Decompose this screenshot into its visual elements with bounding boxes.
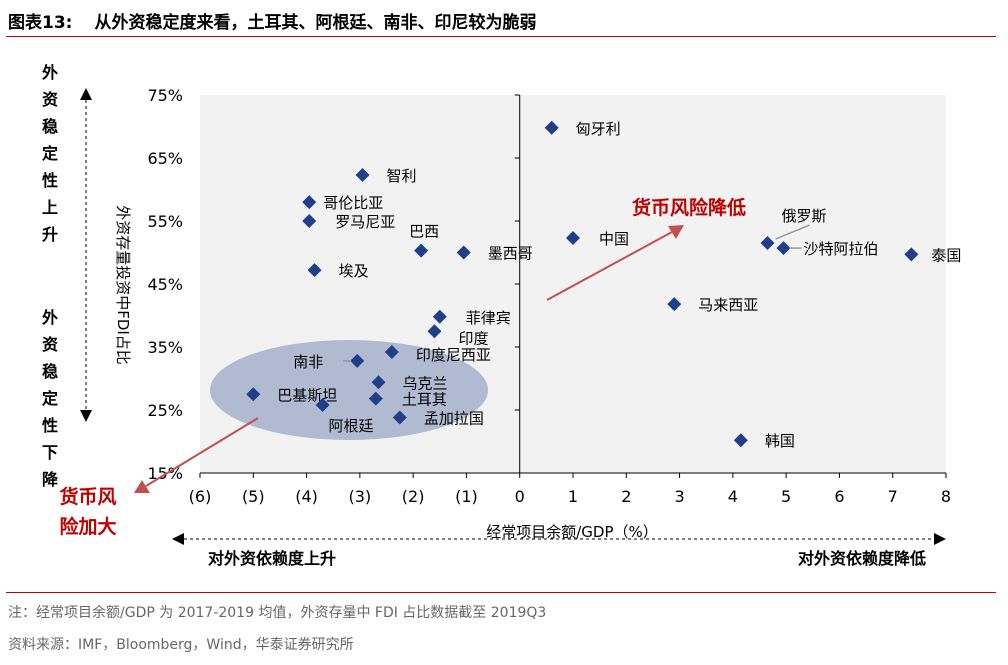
x-tick-label: (1) <box>455 487 478 506</box>
x-tick-label: (2) <box>402 487 425 506</box>
data-point-label: 韩国 <box>765 432 795 450</box>
data-point-label: 马来西亚 <box>698 296 758 314</box>
data-point-marker <box>904 247 919 262</box>
x-tick-label: 7 <box>888 487 898 506</box>
x-tick-label: 6 <box>834 487 844 506</box>
stability-up-label: 外资稳定性上升 <box>41 63 58 244</box>
data-point-label: 孟加拉国 <box>424 410 484 428</box>
data-point-label: 中国 <box>599 230 629 248</box>
data-point-label: 墨西哥 <box>488 245 533 263</box>
y-tick-label: 35% <box>147 338 183 357</box>
x-tick-label: 1 <box>568 487 578 506</box>
x-axis-title: 经常项目余额/GDP（%） <box>486 523 658 541</box>
y-tick-label: 45% <box>147 275 183 294</box>
x-tick-label: (6) <box>189 487 212 506</box>
data-point-marker <box>456 245 471 260</box>
x-tick-label: (3) <box>349 487 372 506</box>
data-point-label: 泰国 <box>931 246 961 264</box>
data-point-label: 哥伦比亚 <box>323 194 383 212</box>
stability-axis: 外资稳定性上升 外资稳定性下降 <box>41 63 92 489</box>
data-point-label: 巴西 <box>409 223 439 241</box>
data-point-marker <box>667 297 682 312</box>
data-point-marker <box>414 243 429 258</box>
data-point-label: 土耳其 <box>402 391 447 409</box>
data-point-label: 菲律宾 <box>466 309 511 327</box>
data-point-label: 智利 <box>387 167 417 185</box>
data-point-marker <box>384 345 399 360</box>
stability-down-label: 外资稳定性下降 <box>41 308 59 489</box>
data-point-marker <box>307 263 322 278</box>
data-point-marker <box>544 120 559 135</box>
data-point-label: 印度尼西亚 <box>416 346 491 364</box>
figure-title-text: 从外资稳定度来看，土耳其、阿根廷、南非、印尼较为脆弱 <box>94 13 537 33</box>
arrow-up-icon <box>80 88 92 100</box>
x-tick-label: 5 <box>781 487 791 506</box>
data-point-marker <box>371 375 386 390</box>
data-point-marker <box>355 168 370 183</box>
data-point-label: 埃及 <box>339 262 369 280</box>
x-tick-label: 2 <box>621 487 631 506</box>
risk-up-arrow <box>145 417 259 487</box>
y-axis-title: 外资存量投资中FDI占比 <box>114 205 132 365</box>
y-tick-label: 65% <box>147 149 183 168</box>
data-point-marker <box>302 214 317 228</box>
data-point-label: 印度 <box>458 329 488 347</box>
y-tick-label: 75% <box>147 86 183 105</box>
data-point-marker <box>368 391 383 406</box>
risk-up-label: 货币风险加大 <box>59 485 116 538</box>
data-point-marker <box>760 236 775 251</box>
x-tick-label: 4 <box>728 487 738 506</box>
data-point-label: 巴基斯坦 <box>277 386 337 404</box>
data-point-marker <box>350 353 365 368</box>
bottom-divider <box>6 592 996 593</box>
data-point-marker <box>566 231 580 246</box>
top-divider <box>6 36 996 37</box>
x-ticks: (6) (5) (4) (3) (2) (1) 0 1 2 3 4 5 6 7 8 <box>189 473 951 506</box>
data-point-marker <box>315 397 330 412</box>
risk-up-arrowhead-icon <box>134 480 150 493</box>
arrow-left-icon <box>172 533 184 545</box>
figure-number: 图表13: <box>8 13 73 33</box>
arrow-down-icon <box>80 410 92 422</box>
data-point-label: 罗马尼亚 <box>335 213 395 231</box>
x-tick-label: 0 <box>515 487 525 506</box>
figure-title: 图表13: 从外资稳定度来看，土耳其、阿根廷、南非、印尼较为脆弱 <box>8 8 536 33</box>
y-tick-label: 55% <box>147 212 183 231</box>
dependence-down-label: 对外资依赖度降低 <box>798 549 926 568</box>
data-point-label: 匈牙利 <box>576 120 621 138</box>
y-tick-label: 25% <box>147 401 183 420</box>
data-point-marker <box>776 241 791 256</box>
vulnerable-group-ellipse <box>210 340 488 440</box>
data-point-marker <box>392 410 407 425</box>
footnote: 注：经常项目余额/GDP 为 2017-2019 均值，外资存量中 FDI 占比… <box>8 605 547 621</box>
data-point-marker <box>733 433 748 448</box>
data-point-label: 俄罗斯 <box>781 207 826 225</box>
data-point-marker <box>246 387 261 402</box>
dependence-up-label: 对外资依赖度上升 <box>208 549 336 568</box>
data-point-label: 阿根廷 <box>329 417 374 435</box>
data-point-marker <box>427 324 442 339</box>
data-point-marker <box>432 309 447 324</box>
arrow-right-icon <box>934 533 946 545</box>
source-note: 资料来源：IMF，Bloomberg，Wind，华泰证券研究所 <box>8 637 354 653</box>
x-tick-label: (4) <box>295 487 318 506</box>
x-tick-label: 8 <box>941 487 951 506</box>
data-point-label: 沙特阿拉伯 <box>803 240 878 258</box>
risk-down-arrow <box>546 231 673 301</box>
x-tick-label: 3 <box>674 487 684 506</box>
risk-down-label: 货币风险降低 <box>632 196 746 219</box>
x-tick-label: (5) <box>242 487 265 506</box>
leader-line <box>775 224 810 240</box>
data-point-label: 南非 <box>293 353 323 371</box>
data-point-marker <box>302 195 317 210</box>
data-point-label: 乌克兰 <box>403 374 448 392</box>
risk-down-arrowhead-icon <box>668 225 684 239</box>
